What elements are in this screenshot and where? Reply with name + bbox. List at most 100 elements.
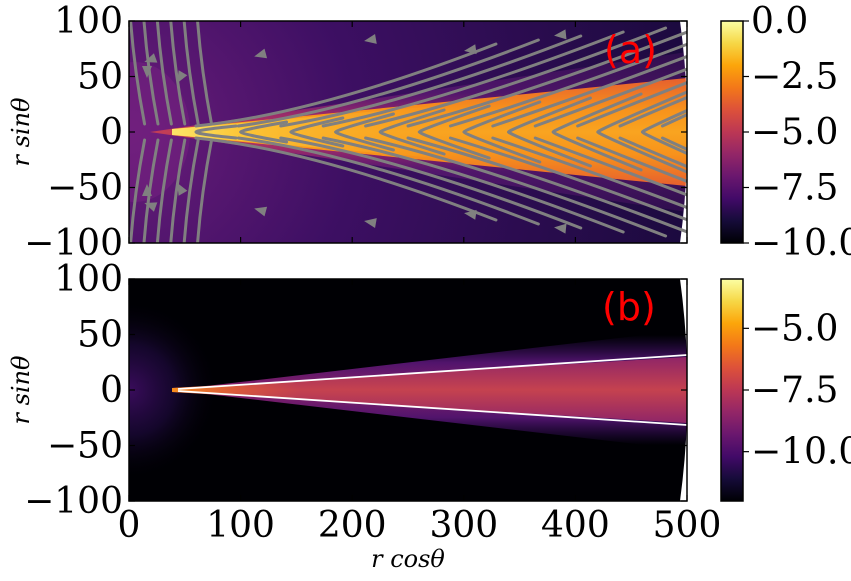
streamline — [618, 95, 687, 128]
streamline — [196, 21, 214, 126]
panel-a: 100 50 0 −50 −100 (a) r sinθ 0.0 −2.5 −5.0 −7.5… — [7, 1, 851, 264]
panel-b-contour-lower — [177, 390, 687, 426]
colorbar-b-ticks: −5.0 −7.5 −10.0 — [743, 308, 851, 473]
streamline — [448, 42, 687, 128]
streamline-arrow — [254, 48, 268, 59]
streamline-arrow — [464, 209, 477, 220]
colorbar-b — [720, 278, 744, 502]
streamline-arrow — [144, 53, 158, 63]
streamline — [533, 136, 687, 197]
panel-b-xtick-label: 0 — [118, 505, 141, 546]
streamline-arrow — [254, 206, 268, 217]
colorbar-b-tick-label: −5.0 — [751, 308, 838, 349]
colorbar-a-tick-label: −2.5 — [751, 57, 838, 98]
colorbar-a-tick-label: 0.0 — [751, 1, 808, 42]
panel-a-ytick-label: 50 — [77, 57, 123, 98]
streamline — [129, 138, 147, 243]
panel-b-xtick-label: 200 — [318, 505, 387, 546]
panel-a-ytick-label: −50 — [47, 168, 123, 209]
panel-b-xtick-label: 100 — [206, 505, 275, 546]
colorbar-a-tick-label: −7.5 — [751, 168, 838, 209]
streamline — [236, 38, 540, 128]
panel-a-heatmap — [129, 21, 687, 243]
colorbar-b-tick-label: −10.0 — [751, 432, 851, 473]
panel-b-ytick-label: −100 — [24, 481, 123, 522]
streamline — [321, 30, 625, 128]
streamline — [182, 21, 200, 126]
streamline — [155, 138, 173, 243]
colorbar-b-tick-label: −7.5 — [751, 370, 838, 411]
panel-b-ytick-label: −50 — [47, 426, 123, 467]
streamline — [491, 136, 687, 210]
streamline — [194, 42, 498, 128]
streamline — [378, 108, 446, 156]
streamline-arrow — [177, 70, 188, 84]
streamline — [236, 136, 540, 226]
streamline — [182, 138, 200, 243]
colorbar-a-ticks: 0.0 −2.5 −5.0 −7.5 −10.0 — [743, 1, 851, 264]
streamline — [129, 21, 147, 126]
panel-b-xtick-label: 400 — [541, 505, 610, 546]
streamline-arrow — [364, 34, 377, 44]
panel-b-label: (b) — [602, 285, 656, 329]
panel-a-ytick-label: −100 — [24, 223, 123, 264]
streamline — [364, 26, 668, 128]
panel-a-ylabel: r sinθ — [7, 97, 35, 167]
streamline-arrow — [144, 202, 158, 212]
streamline-arrow — [142, 66, 152, 78]
panel-b-ytick-label: 0 — [100, 370, 123, 411]
streamline — [576, 136, 687, 184]
streamline — [462, 100, 542, 164]
streamline — [289, 116, 345, 148]
panel-b-contour-upper — [177, 354, 687, 390]
streamline — [169, 138, 187, 243]
streamline-arrow — [142, 184, 152, 196]
streamline — [155, 21, 173, 126]
streamline — [279, 136, 583, 230]
streamline — [596, 90, 687, 174]
streamline — [533, 67, 687, 128]
streamline — [169, 21, 187, 126]
panel-a-label: (a) — [604, 28, 657, 72]
streamline — [618, 136, 687, 169]
streamline — [406, 30, 687, 128]
streamline-arrow — [364, 218, 377, 228]
streamline — [640, 108, 687, 156]
panel-b-xtick-label: 300 — [429, 505, 498, 546]
streamline — [364, 136, 668, 238]
streamline — [194, 124, 238, 140]
panel-b-ytick-label: 100 — [54, 259, 123, 300]
streamline-arrow — [554, 223, 567, 234]
colorbar-a — [720, 20, 744, 244]
panel-b-heatmap — [129, 279, 687, 501]
panel-b-ytick-label: 50 — [77, 315, 123, 356]
streamline — [142, 21, 160, 126]
streamline — [417, 104, 491, 160]
streamline — [333, 112, 395, 152]
colorbar-a-tick-label: −10.0 — [751, 223, 851, 264]
streamline — [551, 92, 643, 172]
panel-b-ylabel: r sinθ — [7, 355, 35, 425]
panel-b-xtick-label: 500 — [653, 505, 722, 546]
streamline — [279, 34, 583, 128]
streamline-arrow — [177, 182, 188, 196]
streamline — [576, 80, 687, 128]
panel-a-ytick-label: 100 — [54, 1, 123, 42]
streamline — [406, 136, 687, 234]
panel-a-ticks: 100 50 0 −50 −100 — [24, 1, 688, 264]
streamline — [321, 136, 625, 234]
streamline — [239, 120, 289, 144]
streamline — [491, 54, 687, 128]
panel-a-streamlines — [129, 21, 687, 243]
panel-b-xlabel: r cosθ — [371, 545, 445, 573]
panel-a-ytick-label: 0 — [100, 112, 123, 153]
streamline — [194, 136, 498, 222]
streamline — [196, 138, 214, 243]
streamline — [448, 136, 687, 222]
colorbar-a-tick-label: −5.0 — [751, 112, 838, 153]
streamline-arrow — [464, 44, 477, 55]
streamline-arrow — [554, 29, 567, 40]
